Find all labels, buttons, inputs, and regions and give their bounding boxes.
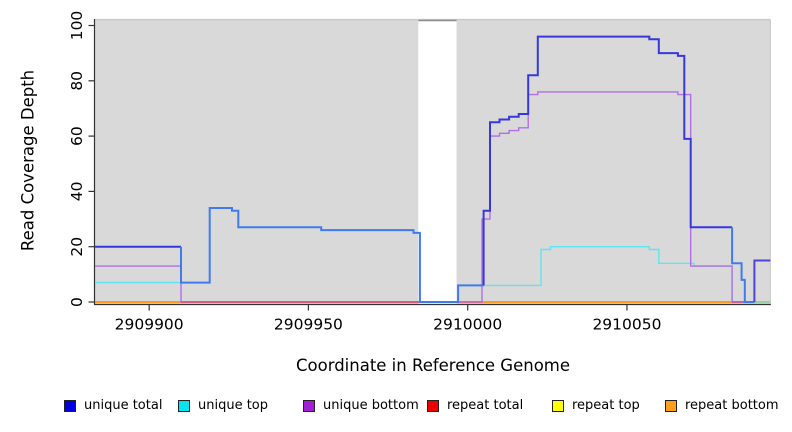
legend-label: repeat top: [572, 398, 640, 413]
y-tick-label: 40: [68, 182, 86, 202]
x-tick-label: 2910000: [433, 316, 502, 334]
series-path: [482, 35, 733, 286]
y-tick-label: 20: [68, 237, 86, 257]
x-axis-ticks: 2909900 2909950 2910000 2910050: [115, 304, 661, 334]
x-tick-label: 2909900: [115, 316, 184, 334]
y-tick-label: 100: [68, 11, 86, 41]
legend-item-repeat-total: repeat total: [427, 398, 523, 414]
legend-swatch: [178, 400, 190, 412]
series-line-unique-total: [95, 35, 771, 303]
plot-area: 2909900 2909950 2910000 2910050 0 20 40 60 80 100: [68, 11, 771, 334]
legend-item-repeat-top: repeat top: [552, 398, 640, 414]
legend-item-unique-top: unique top: [178, 398, 268, 414]
x-axis-title: Coordinate in Reference Genome: [295, 356, 571, 375]
x-tick-label: 2909950: [274, 316, 343, 334]
plot-bg-right: [456, 19, 771, 305]
legend-swatch: [64, 400, 76, 412]
y-tick-label: 0: [68, 297, 86, 307]
x-tick-label: 2910050: [592, 316, 661, 334]
legend-swatch: [427, 400, 439, 412]
series-path: [753, 259, 771, 302]
legend-label: repeat total: [447, 398, 524, 413]
legend-label: unique total: [84, 398, 163, 413]
legend-label: unique top: [198, 398, 269, 413]
legend-swatch: [552, 400, 564, 412]
series-path: [731, 227, 755, 303]
legend-item-unique-total: unique total: [64, 398, 162, 414]
y-axis-title: Read Coverage Depth: [18, 69, 38, 252]
legend-item-repeat-bottom: repeat bottom: [665, 398, 779, 414]
y-tick-label: 60: [68, 126, 86, 146]
legend-label: repeat bottom: [685, 398, 779, 413]
series-path: [180, 207, 484, 303]
legend-item-unique-bottom: unique bottom: [303, 398, 419, 414]
y-tick-label: 80: [68, 71, 86, 91]
legend-label: unique bottom: [323, 398, 419, 413]
plot-bg-left: [95, 19, 419, 305]
legend-swatch: [303, 400, 315, 412]
y-axis-ticks: 0 20 40 60 80 100: [68, 11, 95, 307]
legend-swatch: [665, 400, 677, 412]
